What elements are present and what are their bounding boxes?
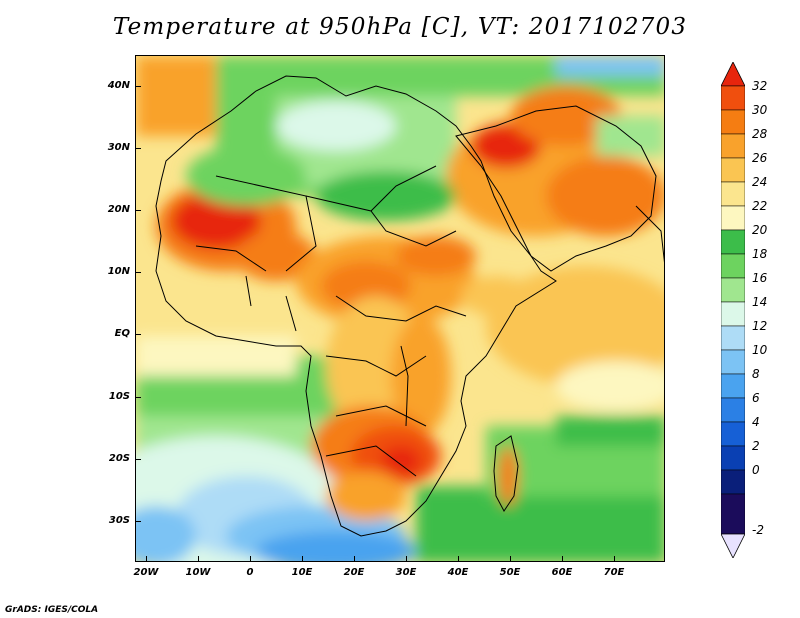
lon-label: 60E (551, 567, 573, 578)
colorbar-segment (721, 397, 745, 423)
lat-tick (135, 272, 141, 273)
lat-tick (135, 521, 141, 522)
colorbar-segment (721, 421, 745, 447)
lon-tick (250, 556, 251, 562)
colorbar-label: 14 (752, 295, 768, 309)
lon-label: 20W (133, 567, 159, 578)
colorbar-label: 16 (752, 271, 768, 285)
colorbar-label: 4 (752, 415, 760, 429)
colorbar-label: 28 (752, 127, 768, 141)
colorbar-label: 26 (752, 151, 768, 165)
colorbar-label: 22 (752, 199, 768, 213)
lon-tick (458, 556, 459, 562)
colorbar-label: 2 (752, 439, 760, 453)
lon-tick (562, 556, 563, 562)
lon-label: 70E (603, 567, 625, 578)
lon-label: 10W (185, 567, 211, 578)
lon-tick (198, 556, 199, 562)
temperature-field (136, 56, 664, 561)
lat-label: 30S (108, 515, 130, 526)
colorbar-segment (721, 253, 745, 279)
lon-label: 20E (343, 567, 365, 578)
colorbar-segment (721, 325, 745, 351)
colorbar-top-arrow (721, 62, 745, 87)
colorbar-label: 12 (752, 319, 768, 333)
map-canvas (136, 56, 664, 561)
lon-label: 10E (291, 567, 313, 578)
colorbar-segment (721, 493, 745, 535)
lat-tick (135, 86, 141, 87)
temperature-map (135, 55, 665, 562)
lon-tick (354, 556, 355, 562)
coastlines (155, 75, 664, 537)
lat-label: 20N (107, 204, 130, 215)
lat-tick (135, 210, 141, 211)
map-title: Temperature at 950hPa [C], VT: 201710270… (112, 14, 688, 40)
colorbar-label: 0 (752, 463, 760, 477)
lon-tick (510, 556, 511, 562)
lat-tick (135, 148, 141, 149)
footer-credit: GrADS: IGES/COLA (5, 605, 99, 615)
lat-tick (135, 459, 141, 460)
colorbar-segment (721, 133, 745, 159)
colorbar-label: 8 (752, 367, 760, 381)
colorbar-bottom-arrow (721, 533, 745, 558)
lon-tick (146, 556, 147, 562)
lon-tick (406, 556, 407, 562)
colorbar-segment (721, 373, 745, 399)
colorbar-segment (721, 349, 745, 375)
lon-tick (302, 556, 303, 562)
colorbar-label: 10 (752, 343, 768, 357)
colorbar-segment (721, 277, 745, 303)
colorbar-label: 30 (752, 103, 768, 117)
colorbar-label: 20 (752, 223, 768, 237)
lon-label: 0 (246, 567, 254, 578)
lon-label: 40E (447, 567, 469, 578)
colorbar-segment (721, 469, 745, 495)
colorbar-label: 6 (752, 391, 760, 405)
lat-tick (135, 397, 141, 398)
colorbar (721, 62, 745, 558)
lat-label: 40N (107, 80, 130, 91)
lat-tick (135, 334, 141, 335)
colorbar-segment (721, 301, 745, 327)
colorbar-label: 18 (752, 247, 768, 261)
colorbar-segment (721, 205, 745, 231)
colorbar-label: 24 (752, 175, 768, 189)
lon-label: 30E (395, 567, 417, 578)
colorbar-segment (721, 85, 745, 111)
colorbar-segment (721, 109, 745, 135)
lat-label: EQ (114, 328, 130, 339)
colorbar-label: 32 (752, 79, 768, 93)
lon-tick (614, 556, 615, 562)
lat-label: 30N (107, 142, 130, 153)
colorbar-segment (721, 445, 745, 471)
lat-label: 10S (108, 391, 130, 402)
lon-label: 50E (499, 567, 521, 578)
colorbar-segment (721, 181, 745, 207)
colorbar-segment (721, 229, 745, 255)
lat-label: 20S (108, 453, 130, 464)
colorbar-segment (721, 157, 745, 183)
lat-label: 10N (107, 266, 130, 277)
colorbar-label: -2 (752, 523, 764, 537)
